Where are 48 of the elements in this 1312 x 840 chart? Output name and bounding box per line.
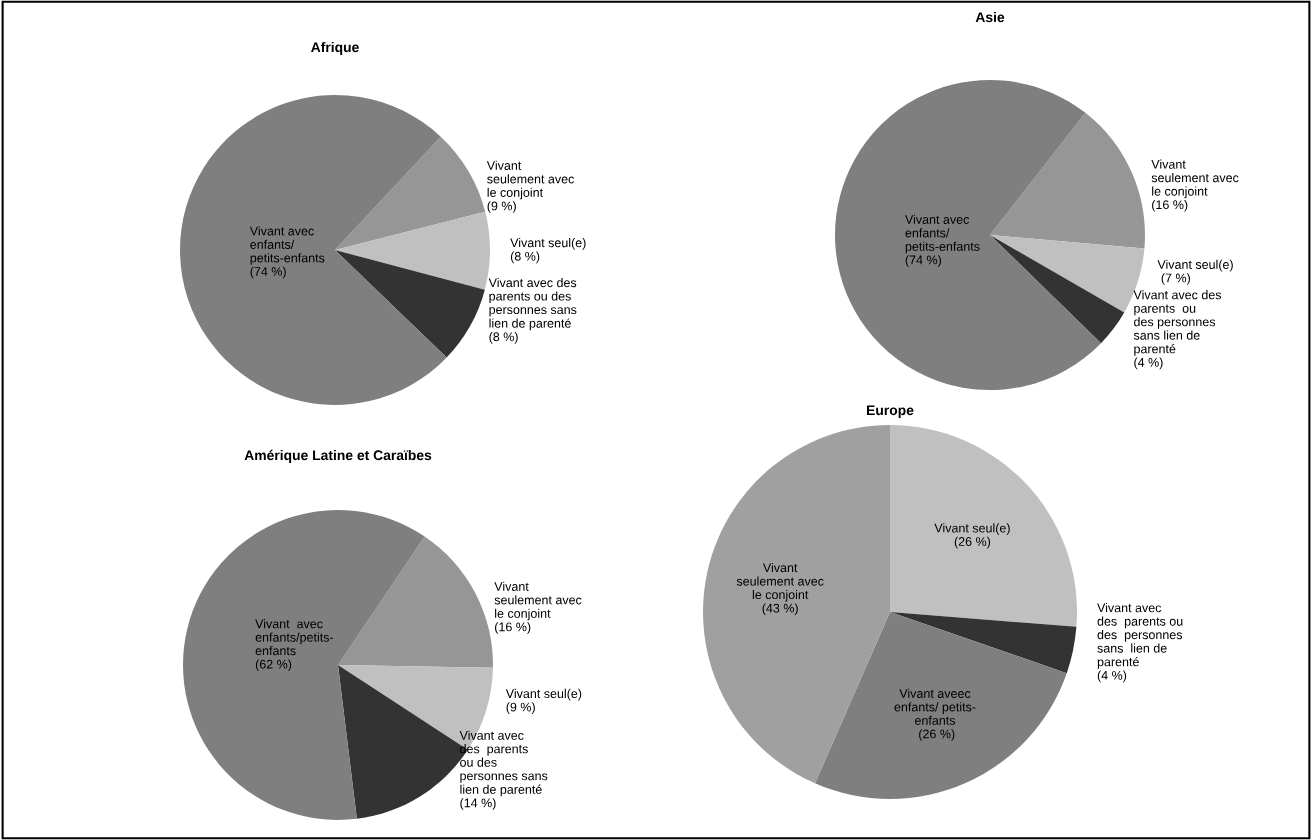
pie-slice: [338, 536, 493, 668]
slice-label: Vivant aveec enfants/ petits- enfants: [894, 688, 976, 725]
data-label: (8 %): [510, 251, 540, 264]
data-label: (26 %): [919, 729, 955, 741]
chart-title: Europe: [867, 405, 914, 418]
data-label: (4 %): [1134, 357, 1163, 370]
slice-label: Vivant avec des parents ou des personnes sans lien de parenté: [488, 277, 577, 331]
slice-label: Vivant seul(e): [510, 238, 586, 250]
slice-label: Vivant seul(e): [1157, 259, 1233, 272]
data-label: (8 %): [489, 331, 518, 344]
pie-slice: [335, 211, 490, 290]
data-label: (4 %): [1097, 670, 1127, 683]
pie-slice: [815, 612, 1067, 799]
slice-label: Vivant avec enfants/petits- enfants: [255, 619, 334, 656]
data-label: (74 %): [250, 266, 286, 279]
chart-title: Afrique: [311, 41, 359, 55]
slice-label: Vivant seulement avec le conjoint: [1151, 159, 1239, 199]
slice-label: Vivant avec des parents ou des personnes sans lien de parenté: [1133, 290, 1222, 356]
chart-title: Amérique Latine et Caraïbes: [244, 449, 432, 463]
pie-slice: [890, 612, 1077, 674]
data-label: (74 %): [905, 255, 941, 267]
data-label: (9 %): [506, 702, 535, 714]
pie-slice: [990, 235, 1125, 344]
slice-label: Vivant seul(e): [934, 523, 1010, 535]
pie-slice: [180, 95, 447, 405]
data-label: (43 %): [762, 603, 798, 616]
slice-label: Vivant seulement avec le conjoint: [486, 160, 574, 200]
pie-slice: [335, 250, 485, 358]
slice-label: Vivant seul(e): [505, 688, 582, 701]
data-label: (7 %): [1161, 273, 1190, 285]
pie-slice: [335, 136, 486, 250]
data-label: (16 %): [495, 622, 531, 634]
slice-label: Vivant seulement avec le conjoint: [736, 563, 824, 602]
data-label: (9 %): [487, 201, 516, 213]
chart-title: Asie: [975, 11, 1005, 23]
data-label: (26 %): [954, 536, 991, 549]
data-label: (62 %): [255, 659, 292, 672]
data-label: (16 %): [1152, 199, 1188, 212]
data-label: (14 %): [460, 798, 496, 810]
slice-label: Vivant seulement avec le conjoint: [494, 581, 582, 621]
pie-slice: [835, 80, 1102, 390]
pie-slice: [703, 425, 890, 784]
slice-label: Vivant avec enfants/ petits-enfants: [905, 214, 980, 254]
pie-slice: [990, 112, 1145, 249]
pie-slice: [890, 425, 1077, 627]
slice-label: Vivant avec des parents ou des personnes sans lien de parenté: [1097, 603, 1183, 669]
slice-label: Vivant avec enfants/ petits-enfants: [249, 226, 325, 265]
pie-slice: [183, 510, 425, 820]
